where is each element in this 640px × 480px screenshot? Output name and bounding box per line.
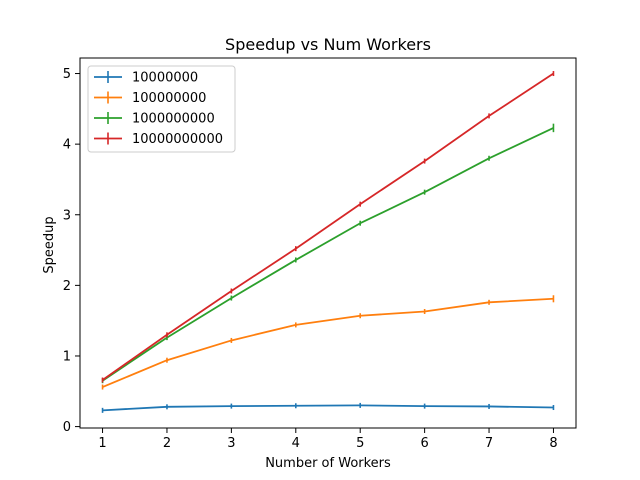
x-tick-label: 4 [292, 436, 300, 451]
y-tick-label: 4 [63, 138, 71, 153]
legend-label: 1000000000 [132, 112, 215, 127]
x-tick-label: 5 [356, 436, 364, 451]
series-layer [101, 71, 555, 413]
x-axis-label: Number of Workers [265, 456, 391, 471]
legend-box [87, 65, 236, 153]
x-tick-label: 2 [163, 436, 171, 451]
x-tick-label: 6 [420, 436, 428, 451]
series-line-4 [102, 72, 554, 381]
plot-frame [79, 57, 577, 429]
y-tick-label: 1 [63, 349, 71, 364]
legend: 10000000 100000000 1000000000 10000000000 [87, 65, 236, 153]
x-tick-label: 3 [227, 436, 235, 451]
x-axis: 1 2 3 4 5 6 7 8 [98, 428, 558, 451]
x-tick-label: 7 [485, 436, 493, 451]
series-line-2 [102, 297, 554, 388]
legend-label: 10000000 [132, 71, 198, 86]
series-line-3 [102, 127, 554, 382]
x-tick-label: 1 [98, 436, 106, 451]
y-tick-label: 5 [63, 67, 71, 82]
y-axis: 0 1 2 3 4 5 [63, 67, 80, 435]
x-tick-label: 8 [549, 436, 557, 451]
chart-title: Speedup vs Num Workers [225, 35, 431, 54]
legend-label: 10000000000 [132, 132, 223, 147]
series-line-1 [102, 404, 554, 412]
y-tick-label: 2 [63, 279, 71, 294]
legend-label: 100000000 [132, 91, 206, 106]
y-axis-label: Speedup [42, 216, 57, 273]
y-tick-label: 0 [63, 420, 71, 435]
y-tick-label: 3 [63, 208, 71, 223]
